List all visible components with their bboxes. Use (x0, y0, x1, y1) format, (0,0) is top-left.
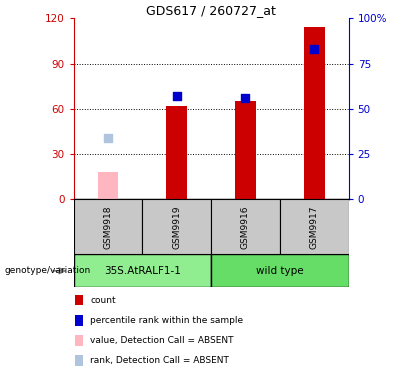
Text: count: count (90, 296, 116, 305)
Point (173, 93, 180, 99)
Text: rank, Detection Call = ABSENT: rank, Detection Call = ABSENT (90, 356, 229, 365)
Bar (304, 27, 325, 199)
Title: GDS617 / 260727_at: GDS617 / 260727_at (146, 4, 276, 17)
Point (105, 135, 111, 141)
Text: genotype/variation: genotype/variation (4, 266, 90, 275)
Text: GSM9918: GSM9918 (103, 205, 113, 249)
Bar (211, 199, 280, 254)
Bar (75, 315, 83, 325)
Text: 35S.AtRALF1-1: 35S.AtRALF1-1 (104, 266, 181, 276)
Bar (97, 172, 118, 199)
Bar (75, 355, 83, 366)
Bar (211, 254, 349, 287)
Bar (75, 295, 83, 305)
Bar (166, 106, 187, 199)
Text: percentile rank within the sample: percentile rank within the sample (90, 316, 244, 325)
Point (242, 95, 249, 101)
Text: wild type: wild type (256, 266, 304, 276)
Text: GSM9917: GSM9917 (310, 205, 319, 249)
Text: GSM9916: GSM9916 (241, 205, 250, 249)
Bar (75, 335, 83, 346)
Bar (74, 254, 211, 287)
Text: GSM9919: GSM9919 (172, 205, 181, 249)
Bar (235, 101, 256, 199)
Bar (74, 199, 142, 254)
Bar (280, 199, 349, 254)
Point (311, 46, 318, 52)
Text: value, Detection Call = ABSENT: value, Detection Call = ABSENT (90, 336, 234, 345)
Bar (142, 199, 211, 254)
